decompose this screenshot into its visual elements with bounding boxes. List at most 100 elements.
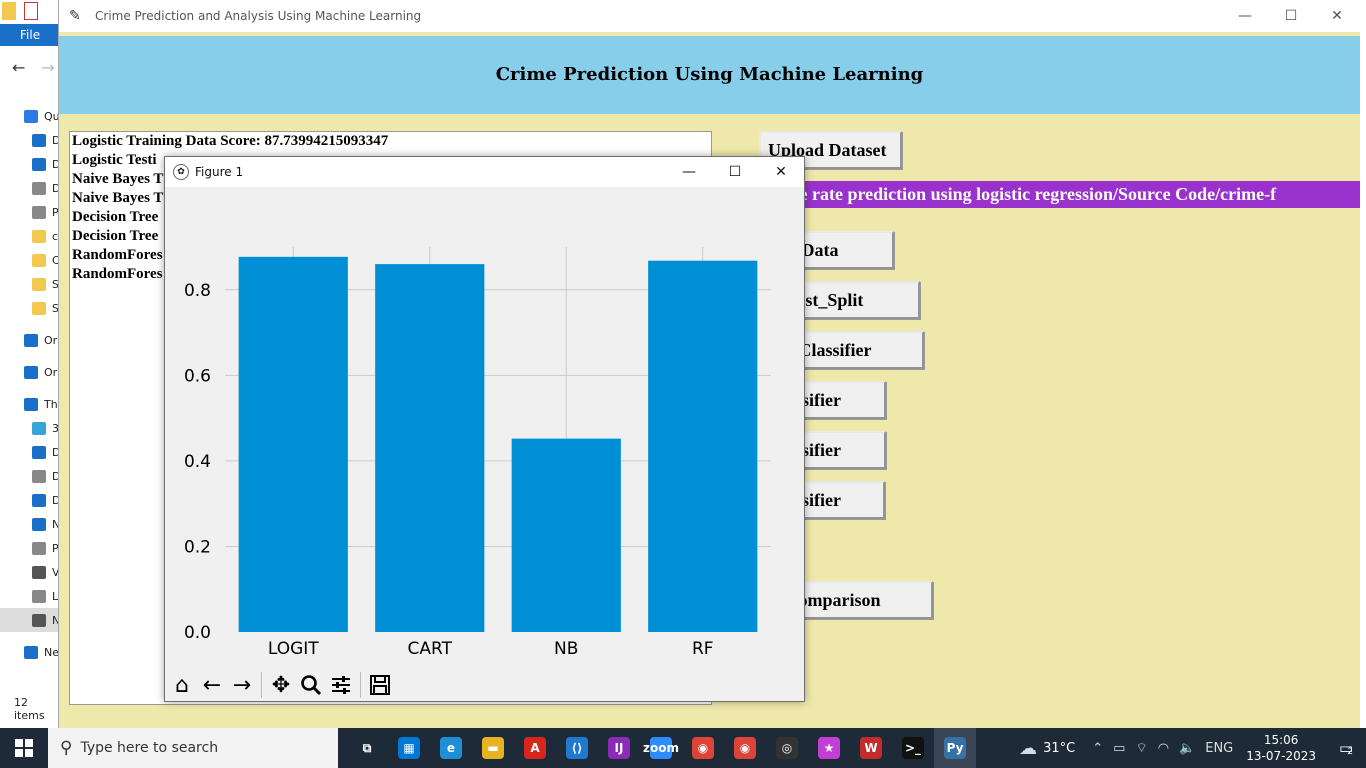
nav-item[interactable]: L xyxy=(0,584,58,608)
back-icon[interactable]: ← xyxy=(202,672,222,698)
microsoft-store-icon: ▦ xyxy=(398,737,420,759)
nav-item[interactable]: S xyxy=(0,296,59,320)
nav-item[interactable]: D xyxy=(0,152,60,176)
taskbar-app-acrobat[interactable]: A xyxy=(514,728,556,768)
nav-item[interactable]: Or xyxy=(0,360,58,384)
nav-item[interactable]: D xyxy=(0,176,60,200)
nav-item-label: D xyxy=(52,133,61,147)
folder-icon[interactable] xyxy=(2,2,16,20)
chrome-icon: ◉ xyxy=(692,737,714,759)
volume-icon[interactable]: 🔈 xyxy=(1179,740,1196,756)
wifi-icon[interactable]: ◠ xyxy=(1157,740,1170,756)
toolbar-separator xyxy=(360,672,361,698)
nav-item[interactable]: C xyxy=(0,248,60,272)
output-line: Naive Bayes T xyxy=(72,190,164,206)
close-icon[interactable]: ✕ xyxy=(775,164,787,180)
taskbar-app-obs[interactable]: ◎ xyxy=(766,728,808,768)
nav-item[interactable]: N xyxy=(0,512,60,536)
nav-item[interactable]: D xyxy=(0,128,61,152)
maximize-icon[interactable]: ☐ xyxy=(1284,8,1298,24)
taskbar-app-terminal[interactable]: >_ xyxy=(892,728,934,768)
output-line: RandomFores xyxy=(72,247,163,263)
nav-item-label: Th xyxy=(44,397,58,411)
weather-widget[interactable]: ☁ 31°C xyxy=(1019,738,1075,759)
battery-icon[interactable]: ▭ xyxy=(1113,740,1126,756)
clock-time: 15:06 xyxy=(1263,733,1299,747)
taskbar-app-microsoft-store[interactable]: ▦ xyxy=(388,728,430,768)
nav-item[interactable]: V xyxy=(0,560,60,584)
configure-icon[interactable] xyxy=(326,670,356,700)
forward-arrow-icon[interactable]: → xyxy=(41,58,55,77)
nav-item-icon xyxy=(24,365,38,379)
taskbar-app-favorites[interactable]: ★ xyxy=(808,728,850,768)
minimize-icon[interactable]: — xyxy=(682,164,696,180)
nav-item[interactable]: S xyxy=(0,272,59,296)
taskbar-app-file-explorer[interactable]: ▬ xyxy=(472,728,514,768)
output-line: Decision Tree xyxy=(72,209,159,225)
taskbar-app-task-view[interactable]: ⧉ xyxy=(346,728,388,768)
forward-icon[interactable]: → xyxy=(232,672,252,698)
back-arrow-icon[interactable]: ← xyxy=(12,58,26,77)
taskbar: ⚲ Type here to search ⧉ ▦ e ▬ A ⟨⟩ IJ zoom ◉ ◉ ◎ ★ W… xyxy=(0,728,1366,768)
output-line: RandomFores xyxy=(72,266,163,282)
nav-item-label: D xyxy=(52,493,61,507)
x-tick-label: CART xyxy=(408,639,453,659)
file-menu-tab[interactable]: File xyxy=(0,24,58,46)
nav-item[interactable]: P xyxy=(0,536,59,560)
nav-item[interactable]: D xyxy=(0,440,60,464)
nav-item-label: P xyxy=(52,541,59,555)
bar-rf xyxy=(648,260,758,632)
search-placeholder: Type here to search xyxy=(80,740,219,756)
figure-title-bar[interactable]: ✿ Figure 1 — ☐ ✕ xyxy=(165,157,804,187)
taskbar-app-zoom[interactable]: zoom xyxy=(640,728,682,768)
home-icon[interactable]: ⌂ xyxy=(175,672,189,698)
nav-item-icon xyxy=(32,493,46,507)
nav-item[interactable]: D xyxy=(0,464,60,488)
nav-item[interactable]: D xyxy=(0,488,61,512)
window-controls: — ☐ ✕ xyxy=(1222,0,1360,32)
taskbar-app-vscode[interactable]: ⟨⟩ xyxy=(556,728,598,768)
close-icon[interactable]: ✕ xyxy=(1331,8,1343,24)
nav-item[interactable]: Qu xyxy=(0,104,60,128)
taskbar-app-intellij[interactable]: IJ xyxy=(598,728,640,768)
favorites-icon: ★ xyxy=(818,737,840,759)
nav-item[interactable]: Ne xyxy=(0,640,59,664)
pan-icon[interactable]: ✥ xyxy=(271,672,291,698)
main-title-bar[interactable]: ✎ Crime Prediction and Analysis Using Ma… xyxy=(59,0,1360,32)
python-icon: Py xyxy=(944,737,966,759)
taskbar-app-chrome[interactable]: ◉ xyxy=(682,728,724,768)
task-view-icon: ⧉ xyxy=(356,737,378,759)
nav-item-label: L xyxy=(52,589,59,603)
taskbar-app-python[interactable]: Py xyxy=(934,728,976,768)
nav-item[interactable]: Th xyxy=(0,392,58,416)
nav-item[interactable]: N xyxy=(0,608,60,632)
notification-center-button[interactable]: ▭ 2 xyxy=(1326,739,1366,757)
taskbar-app-winrar[interactable]: W xyxy=(850,728,892,768)
minimize-icon[interactable]: — xyxy=(1238,8,1252,24)
zoom-icon[interactable] xyxy=(296,670,326,700)
nav-item[interactable]: P xyxy=(0,200,59,224)
clock[interactable]: 15:06 13-07-2023 xyxy=(1246,732,1316,764)
nav-item[interactable]: 3 xyxy=(0,416,59,440)
save-icon[interactable] xyxy=(365,670,395,700)
nav-item[interactable]: c xyxy=(0,224,58,248)
nav-item[interactable]: Or xyxy=(0,328,58,352)
language-indicator[interactable]: ENG xyxy=(1205,740,1234,756)
nav-item-icon xyxy=(32,277,46,291)
maximize-icon[interactable]: ☐ xyxy=(728,164,742,180)
quick-access-toolbar xyxy=(2,2,38,26)
bar-chart: 0.0 0.2 0.4 0.6 0.8 LOGIT CART NB RF xyxy=(184,247,771,659)
chevron-up-icon[interactable]: ⌃ xyxy=(1092,740,1104,756)
properties-icon[interactable] xyxy=(24,2,38,20)
start-button[interactable] xyxy=(0,728,48,768)
notification-count: 2 xyxy=(1347,747,1353,757)
network-icon[interactable]: ⌔ xyxy=(1135,741,1148,756)
taskbar-search-box[interactable]: ⚲ Type here to search xyxy=(48,728,338,768)
taskbar-app-chrome-2[interactable]: ◉ xyxy=(724,728,766,768)
taskbar-app-edge[interactable]: e xyxy=(430,728,472,768)
nav-item-icon xyxy=(32,613,46,627)
nav-item-label: P xyxy=(52,205,59,219)
zoom-icon: zoom xyxy=(643,737,679,759)
nav-item-icon xyxy=(32,565,46,579)
